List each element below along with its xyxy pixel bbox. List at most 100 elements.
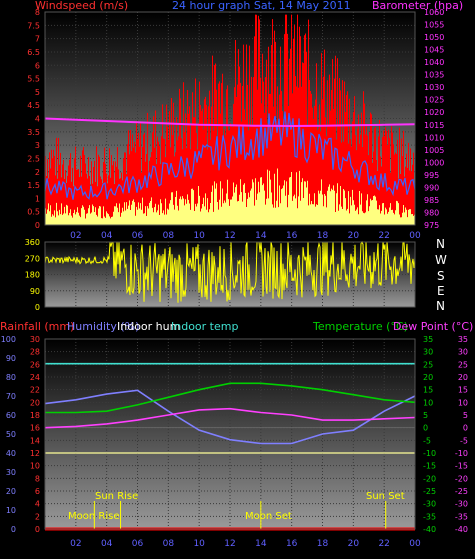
wind-x-tick: 16 bbox=[286, 231, 298, 241]
climate-x-tick: 18 bbox=[317, 539, 329, 549]
rain-y-tick: 6 bbox=[35, 487, 40, 496]
dewpoint-y-tick: -10 bbox=[455, 449, 468, 458]
direction-y-tick: 90 bbox=[30, 287, 40, 296]
dewpoint-y-tick: -35 bbox=[455, 512, 468, 521]
wind-y-tick: 6.5 bbox=[27, 48, 40, 57]
direction-y-tick: 180 bbox=[25, 271, 40, 280]
rain-y-tick: 30 bbox=[30, 335, 40, 344]
rain-y-tick: 12 bbox=[30, 449, 40, 458]
wind-x-tick: 06 bbox=[132, 231, 144, 241]
climate-plot-area bbox=[45, 339, 415, 529]
sunrise-label: Sun Rise bbox=[95, 491, 139, 502]
climate-x-tick: 14 bbox=[255, 539, 267, 549]
wind-y-tick: 2 bbox=[35, 168, 40, 177]
dewpoint-y-tick: 5 bbox=[463, 411, 468, 420]
panel-border bbox=[44, 241, 416, 308]
dewpoint-y-tick: -25 bbox=[455, 487, 468, 496]
barometer-y-tick: 995 bbox=[424, 171, 439, 180]
indoor-temp-label: Indoor temp bbox=[171, 320, 239, 333]
wind-x-tick: 22 bbox=[378, 231, 389, 241]
barometer-y-tick: 1030 bbox=[424, 83, 444, 92]
wind-y-tick: 1.5 bbox=[27, 181, 40, 190]
rain-y-tick: 16 bbox=[30, 424, 40, 433]
compass-w: W bbox=[435, 253, 447, 267]
climate-x-tick: 02 bbox=[70, 539, 81, 549]
temperature-y-tick: -15 bbox=[423, 462, 436, 471]
barometer-y-tick: 1010 bbox=[424, 133, 444, 142]
barometer-y-tick: 1015 bbox=[424, 121, 444, 130]
wind-x-tick: 02 bbox=[70, 231, 81, 241]
wind-y-tick: 0 bbox=[35, 221, 40, 230]
barometer-label: Barometer (hpa) bbox=[372, 0, 464, 12]
barometer-y-tick: 1000 bbox=[424, 158, 444, 167]
dewpoint-y-tick: -20 bbox=[455, 474, 468, 483]
climate-x-tick: 04 bbox=[101, 539, 113, 549]
rain-y-tick: 0 bbox=[35, 525, 40, 534]
barometer-y-tick: 990 bbox=[424, 183, 439, 192]
temperature-y-tick: -40 bbox=[423, 525, 436, 534]
barometer-y-tick: 1055 bbox=[424, 21, 444, 30]
wind-y-tick: 4 bbox=[35, 115, 40, 124]
sunset-label: Sun Set bbox=[366, 491, 405, 502]
climate-x-tick: 16 bbox=[286, 539, 298, 549]
barometer-y-tick: 1050 bbox=[424, 33, 444, 42]
rain-y-tick: 10 bbox=[30, 462, 40, 471]
climate-x-tick: 06 bbox=[132, 539, 144, 549]
dewpoint-label: Dew Point (°C) bbox=[393, 320, 474, 333]
dewpoint-y-tick: 20 bbox=[458, 373, 468, 382]
humidity-y-tick: 70 bbox=[6, 392, 16, 401]
panel-border bbox=[44, 338, 416, 530]
wind-y-tick: 7.5 bbox=[27, 21, 40, 30]
climate-x-tick: 22 bbox=[378, 539, 389, 549]
rainfall-label: Rainfall (mm) bbox=[0, 320, 75, 333]
rain-y-tick: 2 bbox=[35, 512, 40, 521]
wind-x-tick: 08 bbox=[163, 231, 175, 241]
rain-y-tick: 26 bbox=[30, 360, 40, 369]
barometer-line bbox=[44, 117, 416, 128]
direction-y-tick: 360 bbox=[25, 238, 40, 247]
wind-y-tick: 4.5 bbox=[27, 101, 40, 110]
wind-y-tick: 2.5 bbox=[27, 154, 40, 163]
barometer-y-tick: 985 bbox=[424, 196, 439, 205]
temperature-y-tick: -35 bbox=[423, 512, 436, 521]
humidity-y-tick: 80 bbox=[6, 373, 16, 382]
temperature-y-tick: -10 bbox=[423, 449, 436, 458]
dewpoint-y-tick: -40 bbox=[455, 525, 468, 534]
humidity-y-tick: 20 bbox=[6, 487, 16, 496]
direction-y-tick: 0 bbox=[35, 303, 40, 312]
dewpoint-y-tick: 25 bbox=[458, 360, 468, 369]
temperature-y-tick: 10 bbox=[423, 398, 433, 407]
humidity-y-tick: 0 bbox=[11, 525, 16, 534]
temperature-y-tick: 35 bbox=[423, 335, 433, 344]
wind-y-tick: 3.5 bbox=[27, 128, 40, 137]
dewpoint-y-tick: 10 bbox=[458, 398, 468, 407]
humidity-y-tick: 90 bbox=[6, 354, 16, 363]
climate-x-tick: 12 bbox=[224, 539, 235, 549]
barometer-y-tick: 1020 bbox=[424, 108, 444, 117]
compass-s: S bbox=[437, 269, 445, 283]
climate-x-tick: 08 bbox=[163, 539, 175, 549]
wind-y-tick: 1 bbox=[35, 194, 40, 203]
humidity-y-tick: 10 bbox=[6, 506, 16, 515]
indoor-hum-label: Indoor hum bbox=[117, 320, 181, 333]
compass-n-top: N bbox=[436, 237, 445, 251]
compass-n-bottom: N bbox=[436, 299, 445, 313]
temperature-label: Temperature (°C) bbox=[313, 320, 408, 333]
dewpoint-y-tick: 35 bbox=[458, 335, 468, 344]
dewpoint-line bbox=[44, 407, 416, 429]
climate-x-tick: 00 bbox=[409, 539, 421, 549]
humidity-y-tick: 50 bbox=[6, 430, 16, 439]
wind-average-line bbox=[44, 111, 416, 200]
wind-y-tick: 0.5 bbox=[27, 208, 40, 217]
dewpoint-y-tick: 15 bbox=[458, 386, 468, 395]
rain-y-tick: 4 bbox=[35, 500, 40, 509]
humidity-y-tick: 30 bbox=[6, 468, 16, 477]
rain-y-tick: 14 bbox=[30, 436, 40, 445]
barometer-y-tick: 975 bbox=[424, 221, 439, 230]
barometer-y-tick: 1060 bbox=[424, 8, 444, 17]
moonrise-label: Moon Rise bbox=[68, 511, 120, 522]
moonset-label: Moon Set bbox=[245, 511, 292, 522]
windspeed-label: Windspeed (m/s) bbox=[35, 0, 129, 12]
